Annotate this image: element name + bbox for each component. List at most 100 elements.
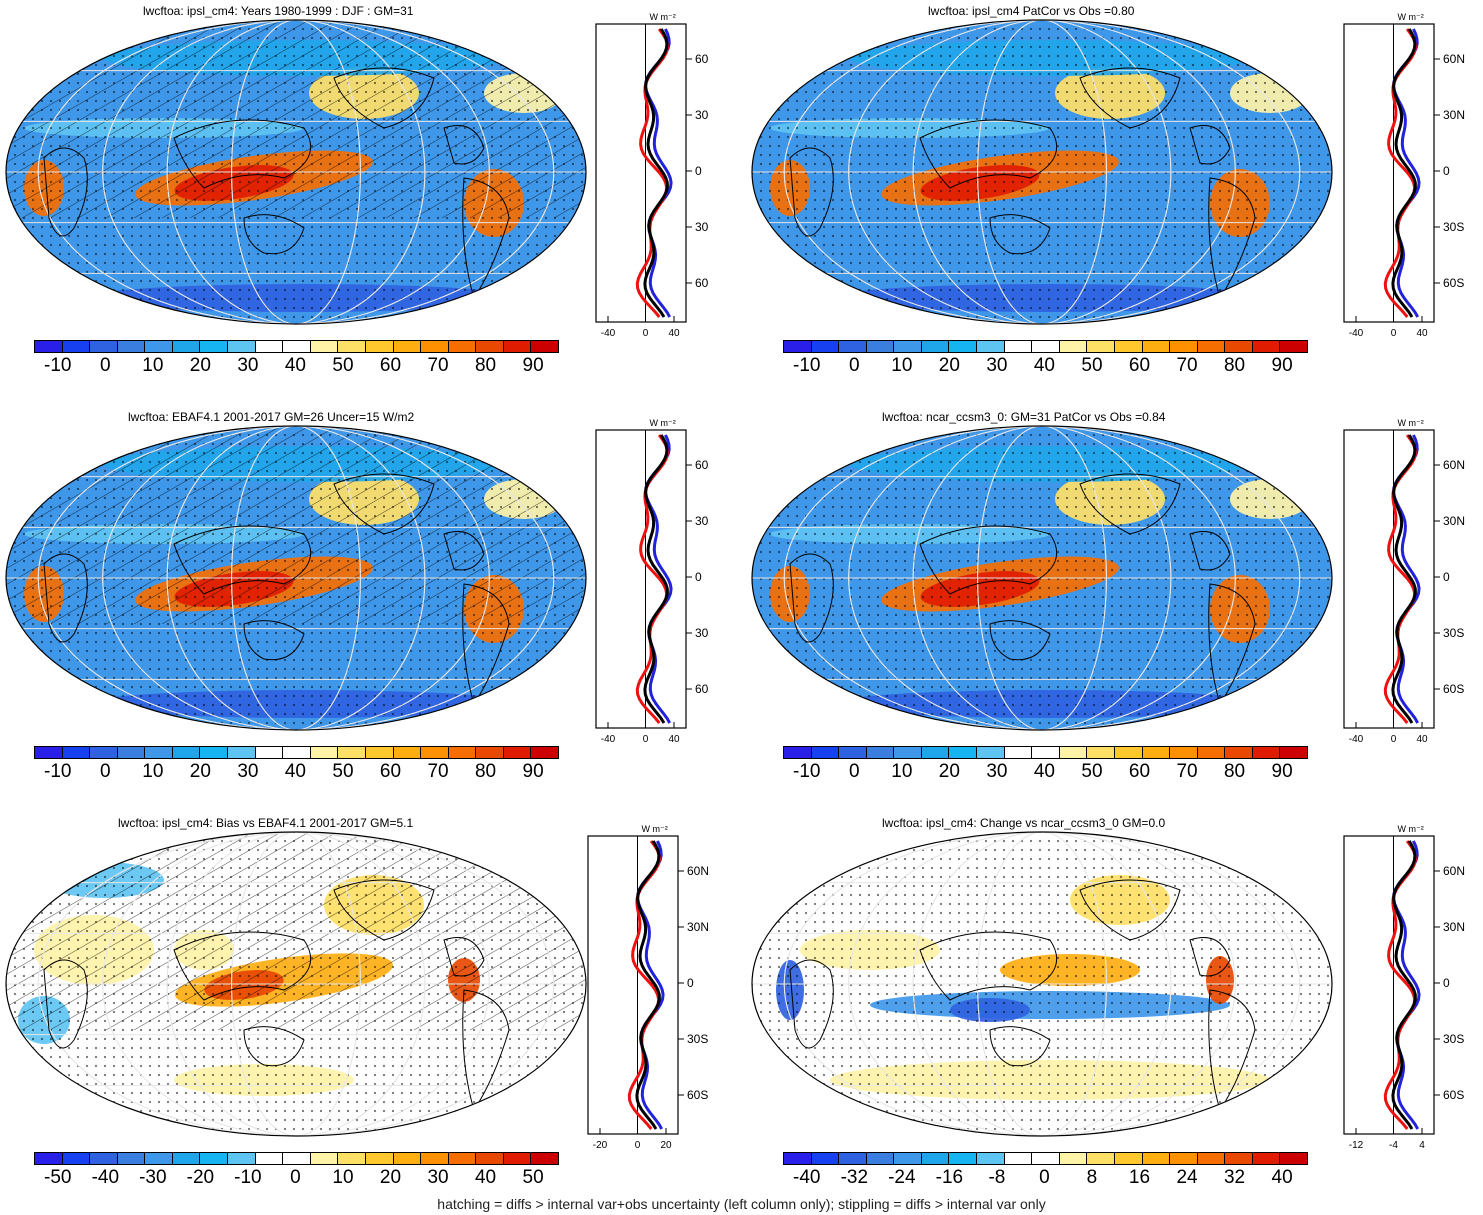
profile-x-tick: -20 — [593, 1140, 608, 1151]
colorbar-swatch — [811, 747, 840, 758]
profile-lat-label: 60N — [695, 458, 708, 472]
map-5 — [5, 831, 587, 1137]
panel-title: lwcftoa: ipsl_cm4 PatCor vs Obs =0.80 — [928, 4, 1135, 18]
colorbar-tick-label: 90 — [522, 761, 544, 782]
colorbar-swatch — [62, 1153, 91, 1164]
colorbar-tick-label: 10 — [891, 355, 913, 376]
colorbar-tick-label: 10 — [142, 355, 164, 376]
colorbar-swatch — [283, 1153, 311, 1164]
profile-lat-label: 60N — [687, 864, 708, 878]
profile-series-line — [1391, 840, 1417, 1130]
colorbar-swatch — [200, 341, 229, 352]
colorbar-tick-label: 0 — [290, 1167, 301, 1188]
colorbar-tick-label: 40 — [1033, 355, 1055, 376]
colorbar-swatch — [1114, 1153, 1143, 1164]
colorbar-swatch — [393, 1153, 422, 1164]
colorbar-tick-label: 80 — [1223, 761, 1246, 782]
colorbar-swatch — [421, 341, 449, 352]
colorbar-tick-label: 20 — [189, 761, 211, 782]
colorbar-swatch — [784, 1153, 812, 1164]
colorbar-swatch — [393, 747, 422, 758]
colorbar-tick-label: 40 — [1271, 1167, 1293, 1188]
colorbar-swatch — [1170, 747, 1198, 758]
colorbar-swatch — [1059, 341, 1088, 352]
colorbar-tick-label: 10 — [332, 1167, 354, 1188]
profile-lat-label: 0 — [1443, 164, 1450, 178]
colorbar-swatch — [255, 1153, 284, 1164]
colorbar-swatch — [894, 1153, 922, 1164]
colorbar-swatch — [476, 747, 504, 758]
profile-unit: W m⁻² — [1398, 418, 1424, 428]
profile-x-tick: 40 — [668, 328, 680, 339]
profile-x-tick: -12 — [1349, 1140, 1364, 1151]
colorbar-tick-label: 16 — [1128, 1167, 1151, 1188]
colorbar-swatch — [1087, 1153, 1115, 1164]
colorbar-tick-label: 40 — [284, 761, 306, 782]
colorbar-tick-label: 60 — [379, 761, 402, 782]
colorbar-6 — [783, 1152, 1308, 1165]
profile-lat-label: 60S — [695, 276, 708, 290]
profile-x-tick: 0 — [1391, 328, 1397, 339]
colorbar-swatch — [1280, 747, 1307, 758]
colorbar-tick-label: 30 — [427, 1167, 449, 1188]
colorbar-swatch — [1032, 341, 1060, 352]
profile-series-line — [635, 840, 661, 1130]
colorbar-1 — [34, 340, 559, 353]
colorbar-tick-label: 8 — [1086, 1167, 1098, 1188]
profile-unit: W m⁻² — [1398, 824, 1424, 834]
colorbar-swatch — [977, 747, 1005, 758]
profile-lat-label: 30S — [687, 1032, 708, 1046]
colorbar-tick-label: 90 — [1271, 355, 1293, 376]
colorbar-swatch — [1004, 747, 1033, 758]
colorbar-tick-label: -16 — [935, 1167, 964, 1188]
profile-x-tick: -40 — [601, 328, 616, 339]
colorbar-swatch — [784, 341, 812, 352]
colorbar-tick-label: 40 — [284, 355, 306, 376]
colorbar-swatch — [200, 1153, 229, 1164]
profile-unit: W m⁻² — [650, 12, 676, 22]
profile-lat-label: 60S — [687, 1088, 708, 1102]
colorbar-swatch — [310, 341, 339, 352]
colorbar-swatch — [531, 1153, 558, 1164]
colorbar-swatch — [228, 1153, 256, 1164]
colorbar-labels-4: -10 0 10 20 30 40 50 60 70 80 90 — [783, 761, 1306, 783]
colorbar-swatch — [448, 747, 477, 758]
colorbar-tick-label: 40 — [474, 1167, 497, 1188]
colorbar-swatch — [35, 747, 63, 758]
colorbar-swatch — [503, 1153, 532, 1164]
colorbar-swatch — [35, 341, 63, 352]
profile-x-tick: -40 — [1349, 328, 1364, 339]
colorbar-swatch — [811, 341, 840, 352]
colorbar-swatch — [977, 1153, 1005, 1164]
colorbar-swatch — [421, 1153, 449, 1164]
colorbar-swatch — [338, 747, 366, 758]
colorbar-swatch — [1225, 341, 1253, 352]
colorbar-tick-label: 70 — [1176, 355, 1198, 376]
profile-lat-label: 0 — [695, 570, 702, 584]
colorbar-tick-label: 60 — [379, 355, 402, 376]
profile-lat-label: 0 — [1443, 976, 1450, 990]
colorbar-tick-label: -10 — [793, 355, 821, 376]
colorbar-swatch — [921, 747, 950, 758]
profile-lat-label: 30N — [1443, 514, 1465, 528]
profile-x-tick: 40 — [668, 734, 680, 745]
colorbar-tick-label: 50 — [332, 761, 354, 782]
colorbar-2 — [783, 340, 1308, 353]
colorbar-swatch — [172, 1153, 201, 1164]
colorbar-swatch — [200, 747, 229, 758]
profile-series-line — [1391, 28, 1417, 318]
profile-lat-label: 60N — [1443, 458, 1465, 472]
map-3 — [5, 425, 587, 731]
colorbar-tick-label: -10 — [44, 761, 72, 782]
colorbar-labels-1: -10 0 10 20 30 40 50 60 70 80 90 — [34, 355, 557, 377]
colorbar-swatch — [421, 747, 449, 758]
colorbar-tick-label: 30 — [237, 761, 259, 782]
colorbar-swatch — [338, 1153, 366, 1164]
panel-title: lwcftoa: ipsl_cm4: Change vs ncar_ccsm3_… — [882, 816, 1166, 830]
colorbar-tick-label: 50 — [1081, 355, 1103, 376]
profile-series-line — [643, 28, 669, 318]
map-6 — [751, 831, 1333, 1137]
colorbar-tick-label: 30 — [986, 355, 1008, 376]
colorbar-labels-3: -10 0 10 20 30 40 50 60 70 80 90 — [34, 761, 557, 783]
colorbar-tick-label: 10 — [142, 761, 164, 782]
